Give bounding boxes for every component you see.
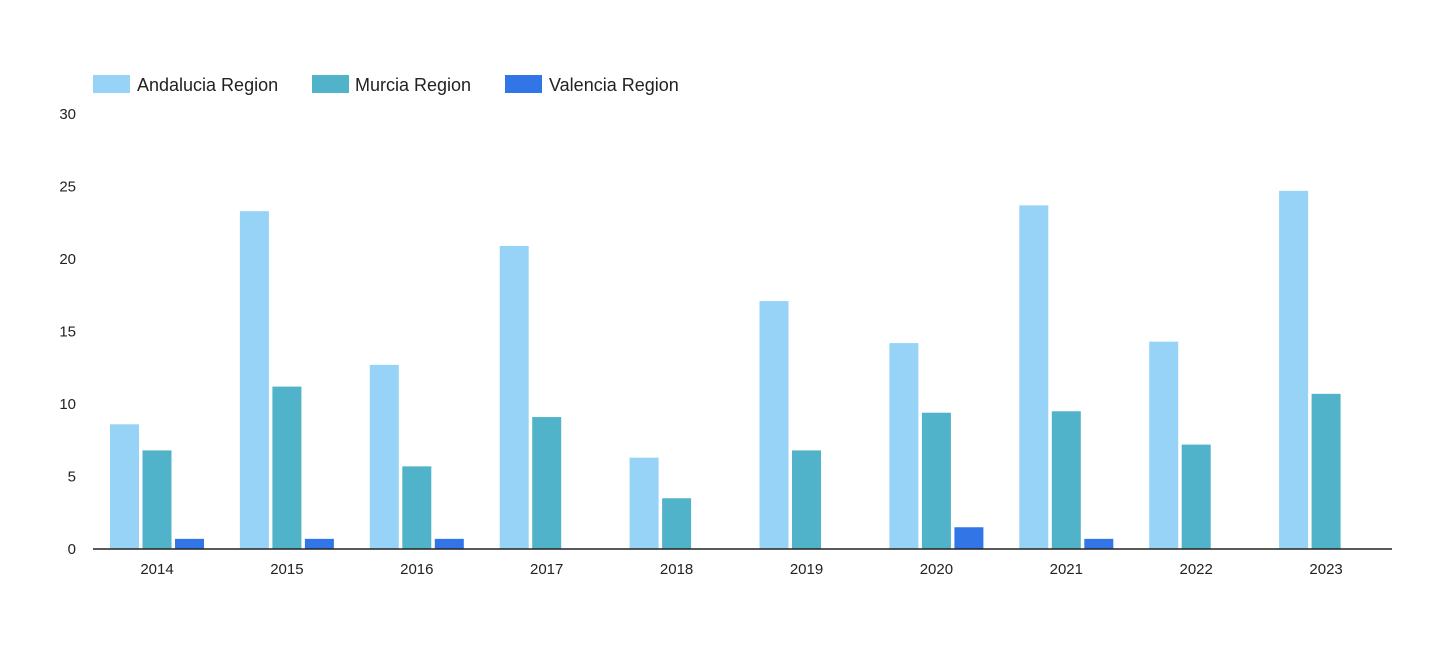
bars — [110, 190, 1341, 549]
bar-andalucia-2017 — [499, 245, 529, 549]
bar-andalucia-2015 — [239, 211, 269, 549]
x-tick-label: 2016 — [400, 561, 433, 578]
bar-murcia-2021 — [1051, 411, 1081, 549]
y-tick-label: 10 — [59, 396, 76, 413]
x-tick-label: 2021 — [1050, 561, 1083, 578]
y-tick-label: 5 — [68, 469, 76, 486]
x-tick-label: 2015 — [270, 561, 303, 578]
legend-swatch-valencia — [505, 75, 542, 93]
legend-swatch-andalucia — [93, 75, 130, 93]
x-tick-label: 2022 — [1180, 561, 1213, 578]
x-tick-label: 2020 — [920, 561, 953, 578]
legend-label-andalucia: Andalucia Region — [137, 75, 278, 95]
y-tick-label: 0 — [68, 541, 76, 558]
y-tick-label: 15 — [59, 324, 76, 341]
bar-murcia-2022 — [1181, 444, 1211, 549]
legend-swatch-murcia — [312, 75, 349, 93]
y-tick-label: 25 — [59, 179, 76, 196]
bar-andalucia-2022 — [1149, 341, 1179, 549]
bar-andalucia-2021 — [1019, 205, 1049, 549]
x-tick-label: 2017 — [530, 561, 563, 578]
x-tick-label: 2018 — [660, 561, 693, 578]
bar-murcia-2023 — [1311, 393, 1341, 549]
bar-andalucia-2019 — [759, 301, 789, 549]
bar-murcia-2018 — [662, 498, 692, 549]
x-axis: 2014 2015 2016 2017 2018 2019 2020 2021 2022 2023 — [140, 561, 1342, 578]
legend-label-murcia: Murcia Region — [355, 75, 471, 95]
x-tick-label: 2019 — [790, 561, 823, 578]
bar-murcia-2014 — [142, 450, 172, 549]
bar-andalucia-2016 — [369, 364, 399, 549]
legend-label-valencia: Valencia Region — [549, 75, 679, 95]
bar-murcia-2020 — [921, 412, 951, 549]
bar-murcia-2019 — [792, 450, 821, 549]
bar-murcia-2015 — [272, 386, 302, 549]
bar-andalucia-2014 — [110, 424, 139, 549]
bar-valencia-2020 — [954, 527, 984, 549]
y-axis: 0 5 10 15 20 25 30 — [59, 106, 76, 558]
bar-andalucia-2018 — [629, 457, 659, 549]
bar-andalucia-2020 — [889, 343, 919, 549]
bar-murcia-2016 — [402, 466, 432, 549]
legend: Andalucia Region Murcia Region Valencia … — [93, 75, 679, 95]
x-tick-label: 2023 — [1309, 561, 1342, 578]
y-tick-label: 20 — [59, 251, 76, 268]
bar-murcia-2017 — [532, 417, 562, 549]
bar-valencia-2014 — [175, 538, 204, 549]
bar-andalucia-2023 — [1279, 190, 1309, 549]
bar-valencia-2015 — [304, 538, 334, 549]
x-tick-label: 2014 — [140, 561, 173, 578]
y-tick-label: 30 — [59, 106, 76, 123]
bar-valencia-2021 — [1084, 538, 1114, 549]
bar-valencia-2016 — [434, 538, 464, 549]
